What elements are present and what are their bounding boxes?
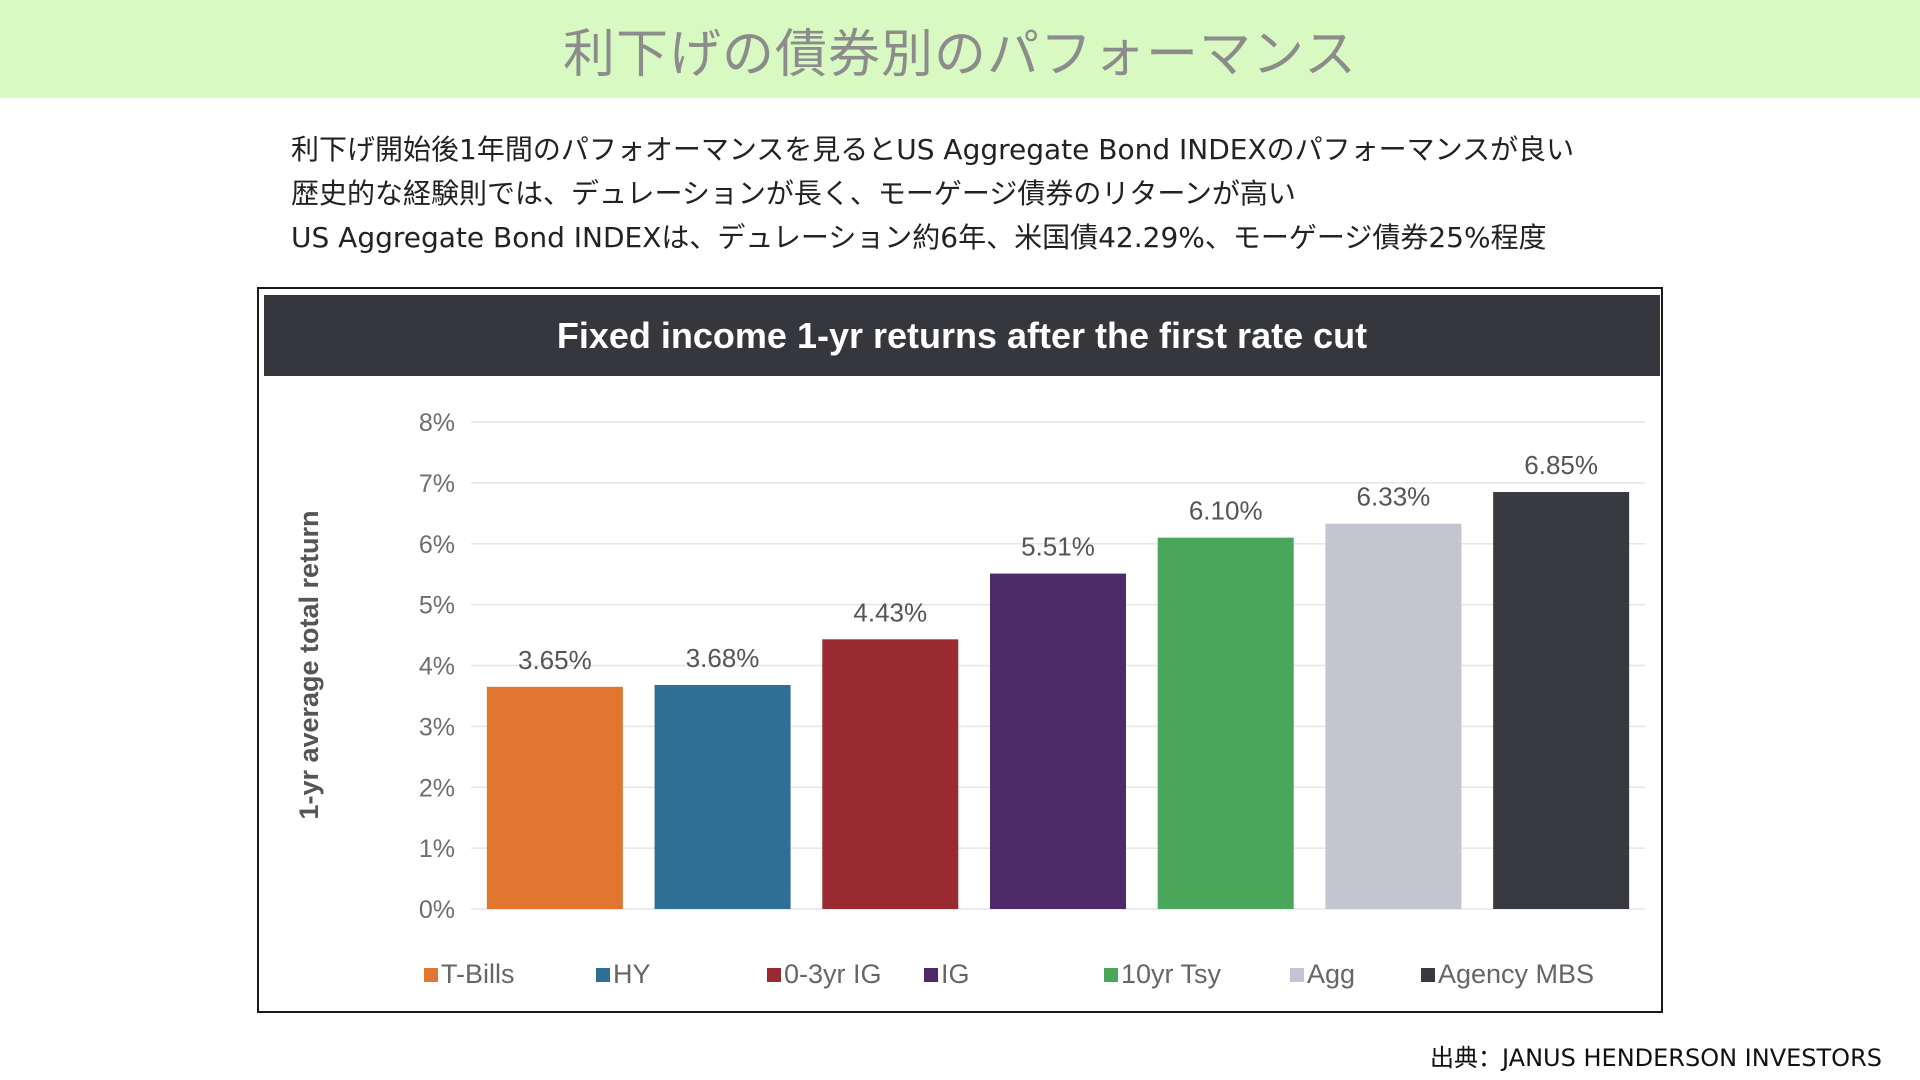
header-banner: 利下げの債券別のパフォーマンス: [0, 0, 1920, 98]
data-label: 5.51%: [1021, 532, 1095, 562]
bar: [654, 684, 791, 909]
legend-swatch: [424, 968, 438, 982]
y-tick-label: 0%: [419, 896, 455, 924]
legend-swatch: [1290, 968, 1304, 982]
y-tick-label: 5%: [419, 592, 455, 620]
legend-label: Agency MBS: [1438, 959, 1594, 989]
bar: [1325, 523, 1462, 909]
summary-text: 利下げ開始後1年間のパフォオーマンスを見るとUS Aggregate Bond …: [291, 128, 1731, 260]
y-tick-label: 1%: [419, 835, 455, 863]
y-tick-label: 7%: [419, 470, 455, 498]
y-tick-label: 2%: [419, 774, 455, 802]
legend-label: IG: [941, 959, 970, 989]
data-label: 4.43%: [853, 597, 927, 627]
data-label: 6.85%: [1524, 450, 1598, 480]
bar-chart: 0% 1% 2% 3% 4% 5% 6% 7% 8% 1-yr average total ret…: [294, 409, 1645, 989]
bar: [1157, 537, 1294, 909]
legend-swatch: [924, 968, 938, 982]
legend-label: Agg: [1307, 959, 1355, 989]
bar: [1493, 492, 1630, 909]
legend-label: T-Bills: [441, 959, 515, 989]
legend-swatch: [767, 968, 781, 982]
summary-line-1: 利下げ開始後1年間のパフォオーマンスを見るとUS Aggregate Bond …: [291, 133, 1575, 166]
source-credit: 出典：JANUS HENDERSON INVESTORS: [1430, 1044, 1882, 1072]
y-tick-label: 4%: [419, 653, 455, 681]
page-title: 利下げの債券別のパフォーマンス: [563, 24, 1357, 85]
y-tick-label: 6%: [419, 531, 455, 559]
data-label: 3.68%: [686, 643, 760, 673]
y-tick-label: 3%: [419, 713, 455, 741]
summary-line-2: 歴史的な経験則では、デュレーションが長く、モーゲージ債券のリターンが高い: [291, 177, 1296, 210]
legend-swatch: [1421, 968, 1435, 982]
legend-swatch: [596, 968, 610, 982]
data-label: 3.65%: [518, 645, 592, 675]
legend-label: 10yr Tsy: [1121, 959, 1222, 989]
data-label: 6.33%: [1357, 482, 1431, 512]
legend-label: 0-3yr IG: [784, 959, 882, 989]
bar: [486, 686, 623, 909]
bar: [822, 639, 959, 909]
legend-label: HY: [613, 959, 651, 989]
bar: [990, 573, 1126, 909]
legend-swatch: [1104, 968, 1118, 982]
chart-title-bar: Fixed income 1-yr returns after the firs…: [264, 295, 1660, 376]
summary-line-3: US Aggregate Bond INDEXは、デュレーション約6年、米国債4…: [291, 221, 1547, 254]
chart-frame: Fixed income 1-yr returns after the firs…: [257, 287, 1663, 1013]
y-axis-label: 1-yr average total return: [294, 510, 324, 819]
data-label: 6.10%: [1189, 496, 1263, 526]
chart-title: Fixed income 1-yr returns after the firs…: [556, 314, 1368, 356]
y-tick-label: 8%: [419, 409, 455, 437]
